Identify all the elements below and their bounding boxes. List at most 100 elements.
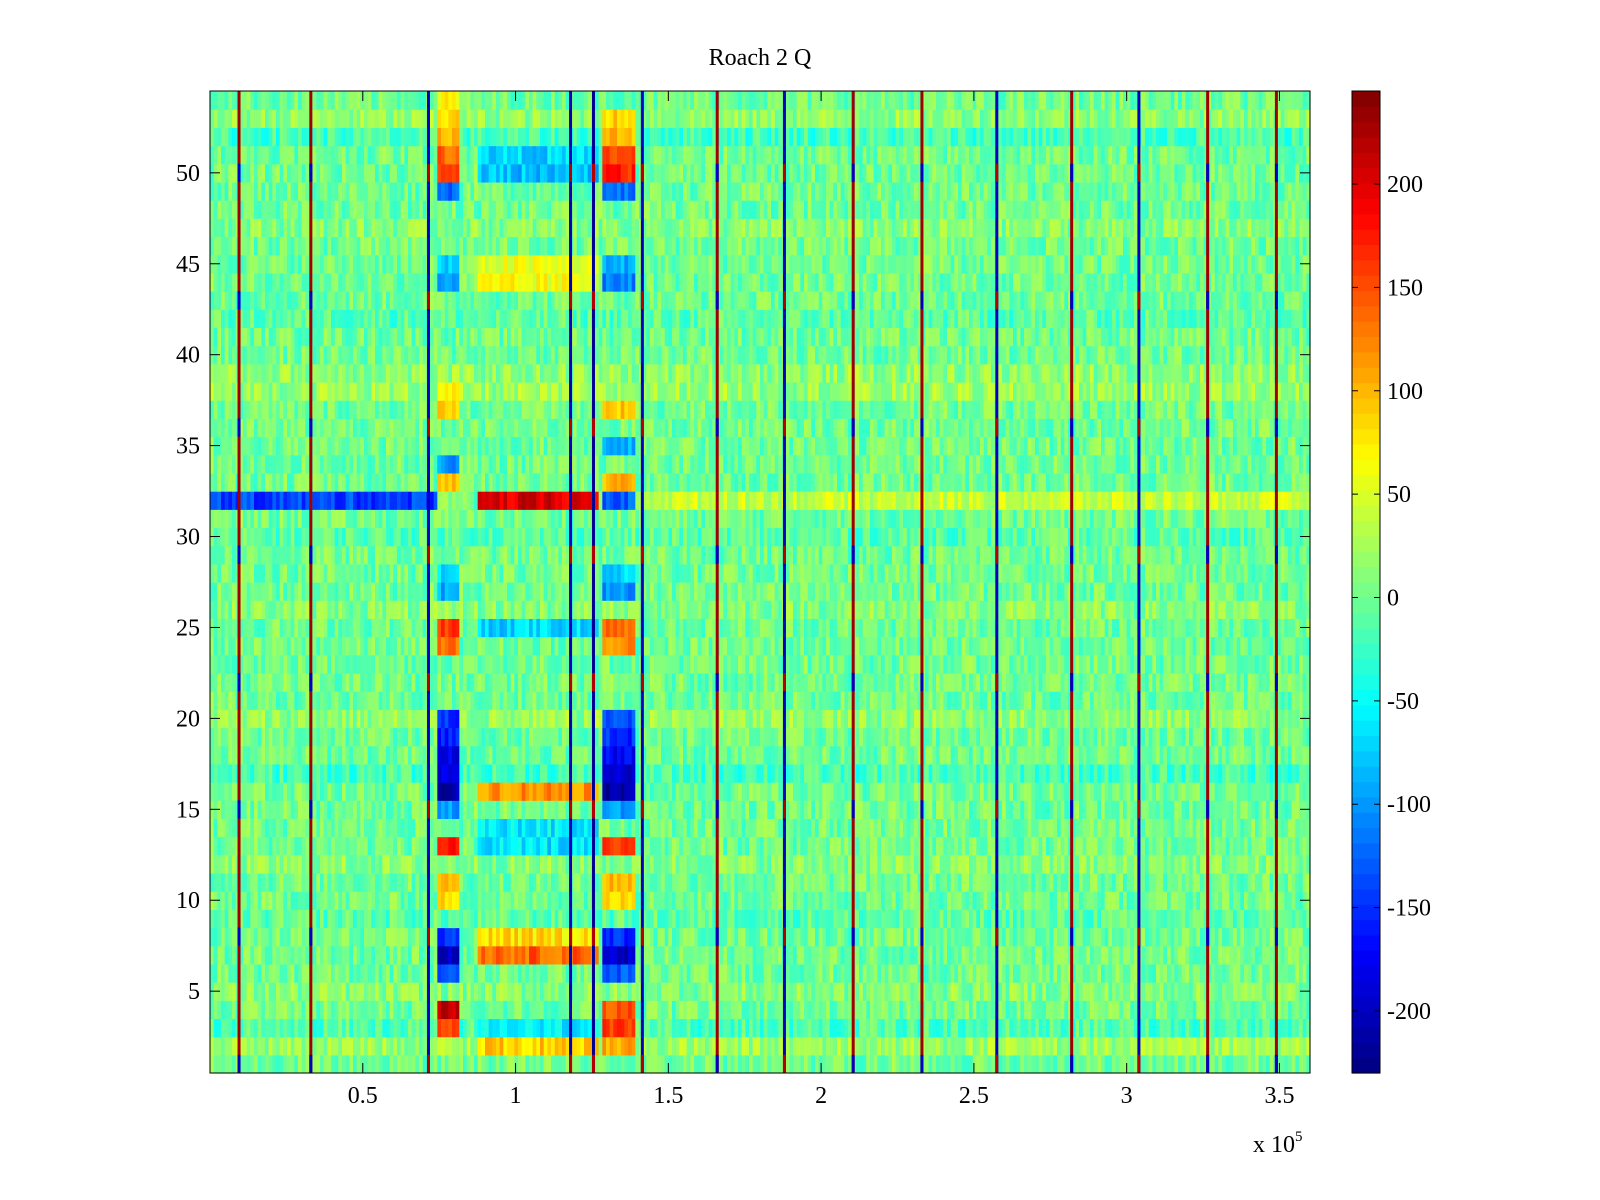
heatmap-cell — [958, 782, 963, 801]
heatmap-cell — [448, 927, 453, 947]
heatmap-cell — [829, 1036, 834, 1056]
heatmap-cell — [1020, 800, 1025, 820]
heatmap-cell — [499, 836, 504, 856]
heatmap-cell — [903, 945, 908, 965]
heatmap-cell — [551, 818, 556, 838]
heatmap-cell — [1203, 818, 1208, 838]
heatmap-cell — [712, 1018, 717, 1038]
heatmap-cell — [895, 982, 900, 1001]
heatmap-cell — [327, 1018, 332, 1038]
heatmap-cell — [1016, 945, 1021, 965]
heatmap-cell — [1218, 909, 1223, 929]
heatmap-cell — [415, 763, 420, 783]
heatmap-cell — [397, 1018, 402, 1038]
heatmap-cell — [910, 963, 915, 983]
heatmap-cell — [565, 872, 570, 892]
heatmap-cell — [422, 836, 427, 856]
heatmap-cell — [1291, 818, 1296, 838]
heatmap-cell — [323, 1054, 328, 1074]
heatmap-cell — [892, 963, 897, 983]
heatmap-cell — [444, 872, 449, 892]
heatmap-cell — [250, 872, 255, 892]
heatmap-cell — [573, 1000, 578, 1020]
heatmap-cell — [1141, 909, 1146, 929]
heatmap-cell — [565, 818, 570, 838]
heatmap-cell — [525, 836, 530, 856]
heatmap-cell — [848, 1054, 853, 1074]
heatmap-cell — [642, 1018, 647, 1038]
heatmap-cell — [624, 963, 629, 983]
heatmap-cell — [1027, 945, 1032, 965]
heatmap-cell — [661, 818, 666, 838]
heatmap-cell — [1211, 836, 1216, 856]
heatmap-cell — [1207, 818, 1212, 838]
heatmap-cell — [785, 836, 790, 856]
heatmap-cell — [444, 854, 449, 874]
heatmap-cell — [1031, 782, 1036, 801]
heatmap-cell — [976, 818, 981, 838]
heatmap-cell — [1185, 963, 1190, 983]
heatmap-cell — [1016, 909, 1021, 929]
heatmap-cell — [1306, 909, 1311, 929]
heatmap-cell — [980, 872, 985, 892]
heatmap-cell — [1203, 872, 1208, 892]
heatmap-cell — [631, 854, 636, 874]
heatmap-cell — [983, 982, 988, 1001]
heatmap-cell — [1200, 982, 1205, 1001]
heatmap-cell — [540, 891, 545, 910]
heatmap-cell — [620, 909, 625, 929]
heatmap-cell — [514, 818, 519, 838]
heatmap-cell — [430, 909, 435, 929]
heatmap-cell — [1009, 872, 1014, 892]
heatmap-cell — [602, 872, 607, 892]
heatmap-cell — [1042, 963, 1047, 983]
heatmap-cell — [386, 782, 391, 801]
heatmap-cell — [855, 927, 860, 947]
heatmap-cell — [756, 927, 761, 947]
heatmap-cell — [800, 1018, 805, 1038]
heatmap-cell — [503, 891, 508, 910]
heatmap-cell — [657, 909, 662, 929]
heatmap-cell — [481, 1018, 486, 1038]
heatmap-cell — [1141, 927, 1146, 947]
heatmap-cell — [1123, 854, 1128, 874]
heatmap-cell — [1203, 1054, 1208, 1074]
heatmap-cell — [518, 891, 523, 910]
heatmap-cell — [617, 782, 622, 801]
heatmap-cell — [910, 891, 915, 910]
heatmap-cell — [804, 854, 809, 874]
heatmap-cell — [859, 818, 864, 838]
heatmap-cell — [345, 1000, 350, 1020]
heatmap-cell — [305, 1000, 310, 1020]
heatmap-cell — [672, 1018, 677, 1038]
heatmap-cell — [844, 927, 849, 947]
heatmap-cell — [675, 800, 680, 820]
heatmap-cell — [745, 945, 750, 965]
heatmap-cell — [382, 927, 387, 947]
heatmap-cell — [631, 1018, 636, 1038]
heatmap-cell — [686, 945, 691, 965]
heatmap-cell — [1086, 963, 1091, 983]
heatmap-cell — [554, 854, 559, 874]
heatmap-cell — [1156, 909, 1161, 929]
heatmap-cell — [943, 982, 948, 1001]
heatmap-cell — [1269, 836, 1274, 856]
heatmap-cell — [910, 763, 915, 783]
heatmap-cell — [576, 782, 581, 801]
heatmap-cell — [1126, 927, 1131, 947]
heatmap-cell — [1075, 909, 1080, 929]
heatmap-cell — [664, 1000, 669, 1020]
heatmap-cell — [793, 1054, 798, 1074]
heatmap-cell — [914, 927, 919, 947]
heatmap-cell — [518, 872, 523, 892]
heatmap-cell — [921, 818, 926, 838]
heatmap-cell — [411, 782, 416, 801]
heatmap-cell — [697, 982, 702, 1001]
heatmap-cell — [642, 1054, 647, 1074]
heatmap-cell — [881, 872, 886, 892]
heatmap-cell — [914, 836, 919, 856]
heatmap-cell — [320, 1054, 325, 1074]
heatmap-cell — [452, 909, 457, 929]
heatmap-cell — [503, 1036, 508, 1056]
heatmap-cell — [521, 909, 526, 929]
